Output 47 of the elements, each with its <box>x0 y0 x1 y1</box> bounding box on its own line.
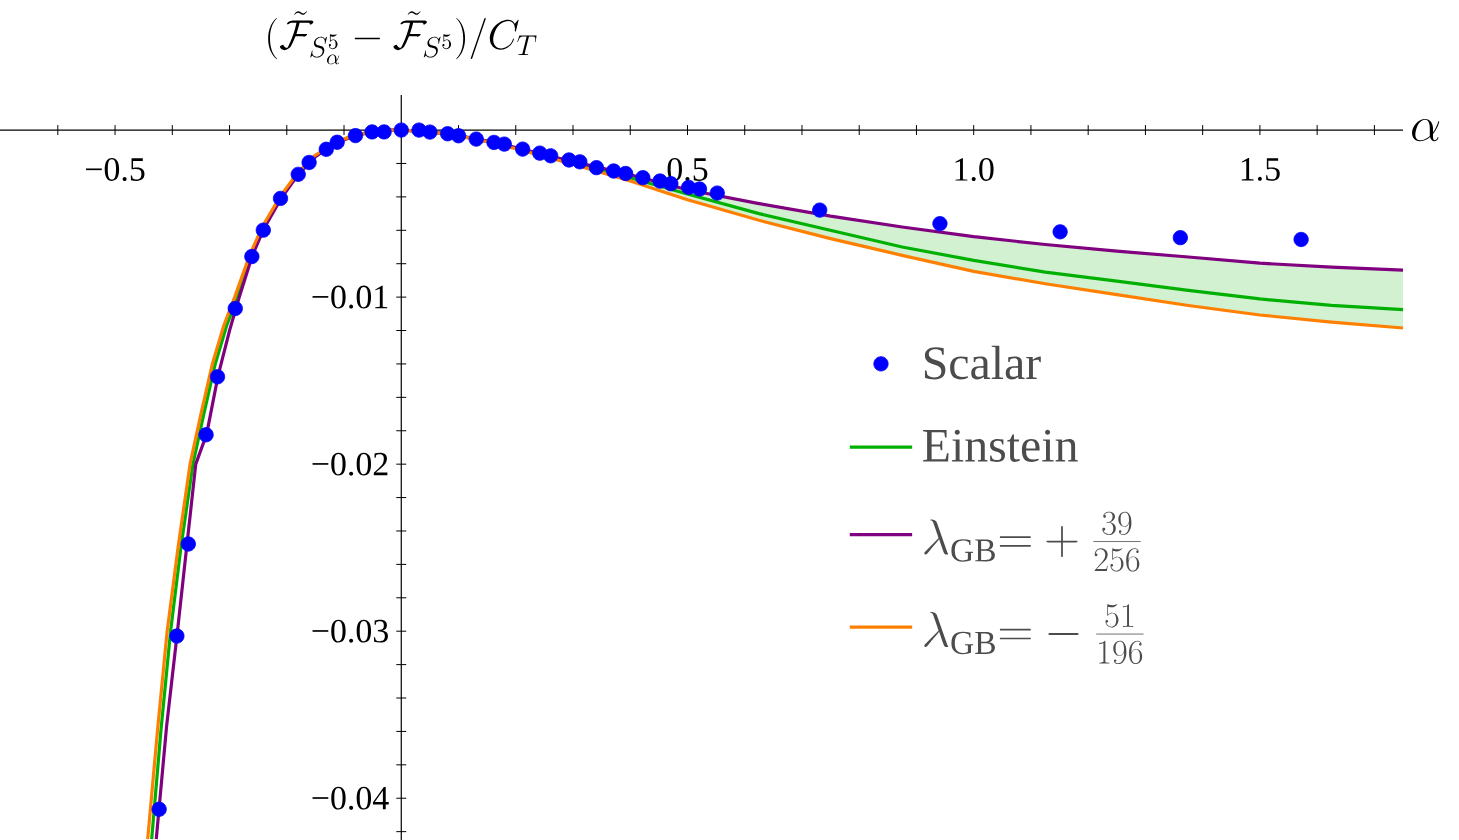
point <box>1052 224 1068 240</box>
point <box>301 154 317 171</box>
point <box>347 128 364 144</box>
y-tick-label: −0.02 <box>312 452 388 476</box>
x-tick-label: −0.5 <box>86 158 145 182</box>
point <box>515 141 531 157</box>
point <box>151 801 167 817</box>
x-tick-label: 1.5 <box>1241 158 1280 181</box>
point <box>198 427 214 443</box>
point <box>422 124 438 140</box>
point <box>318 141 334 157</box>
y-axis-title: $(\tilde{\mathcal{F}}_{S^5_\alpha}-\tilde{\mathcal{F}}_{S^5})/C_T$ <box>268 11 537 65</box>
point <box>169 628 185 644</box>
y-tick-label: −0.01 <box>312 285 388 309</box>
point <box>209 369 226 385</box>
point <box>227 300 243 317</box>
point <box>244 248 260 265</box>
point <box>618 165 634 182</box>
point <box>1172 230 1188 246</box>
point <box>468 131 484 147</box>
point <box>290 166 306 182</box>
point <box>450 128 467 144</box>
legend-label: $\mathrm{Einstein}$ <box>923 429 1078 462</box>
point <box>709 185 725 201</box>
point <box>691 181 708 197</box>
point <box>255 222 271 238</box>
point <box>1293 231 1309 248</box>
point <box>496 136 512 152</box>
legend-label: $\lambda_{\mathrm{GB}}{=}+\frac{39}{256}$ <box>924 511 1141 572</box>
legend-label: $\mathrm{Scalar}$ <box>924 345 1041 380</box>
point <box>180 536 196 552</box>
point <box>543 148 559 164</box>
point <box>393 122 409 138</box>
point <box>329 134 345 150</box>
point <box>572 154 588 170</box>
y-tick-label: −0.03 <box>312 619 388 643</box>
legend-label: $\lambda_{\mathrm{GB}}{=}-\frac{51}{196}$ <box>924 604 1144 665</box>
point <box>272 190 289 206</box>
x-axis-title: $\alpha$ <box>1412 118 1440 142</box>
point <box>635 170 651 186</box>
point <box>812 202 828 218</box>
point <box>364 124 380 140</box>
x-tick-label: 1.0 <box>955 158 994 182</box>
point <box>932 216 948 232</box>
point <box>588 160 605 176</box>
point <box>376 124 392 140</box>
y-tick-label: −0.04 <box>312 786 389 810</box>
